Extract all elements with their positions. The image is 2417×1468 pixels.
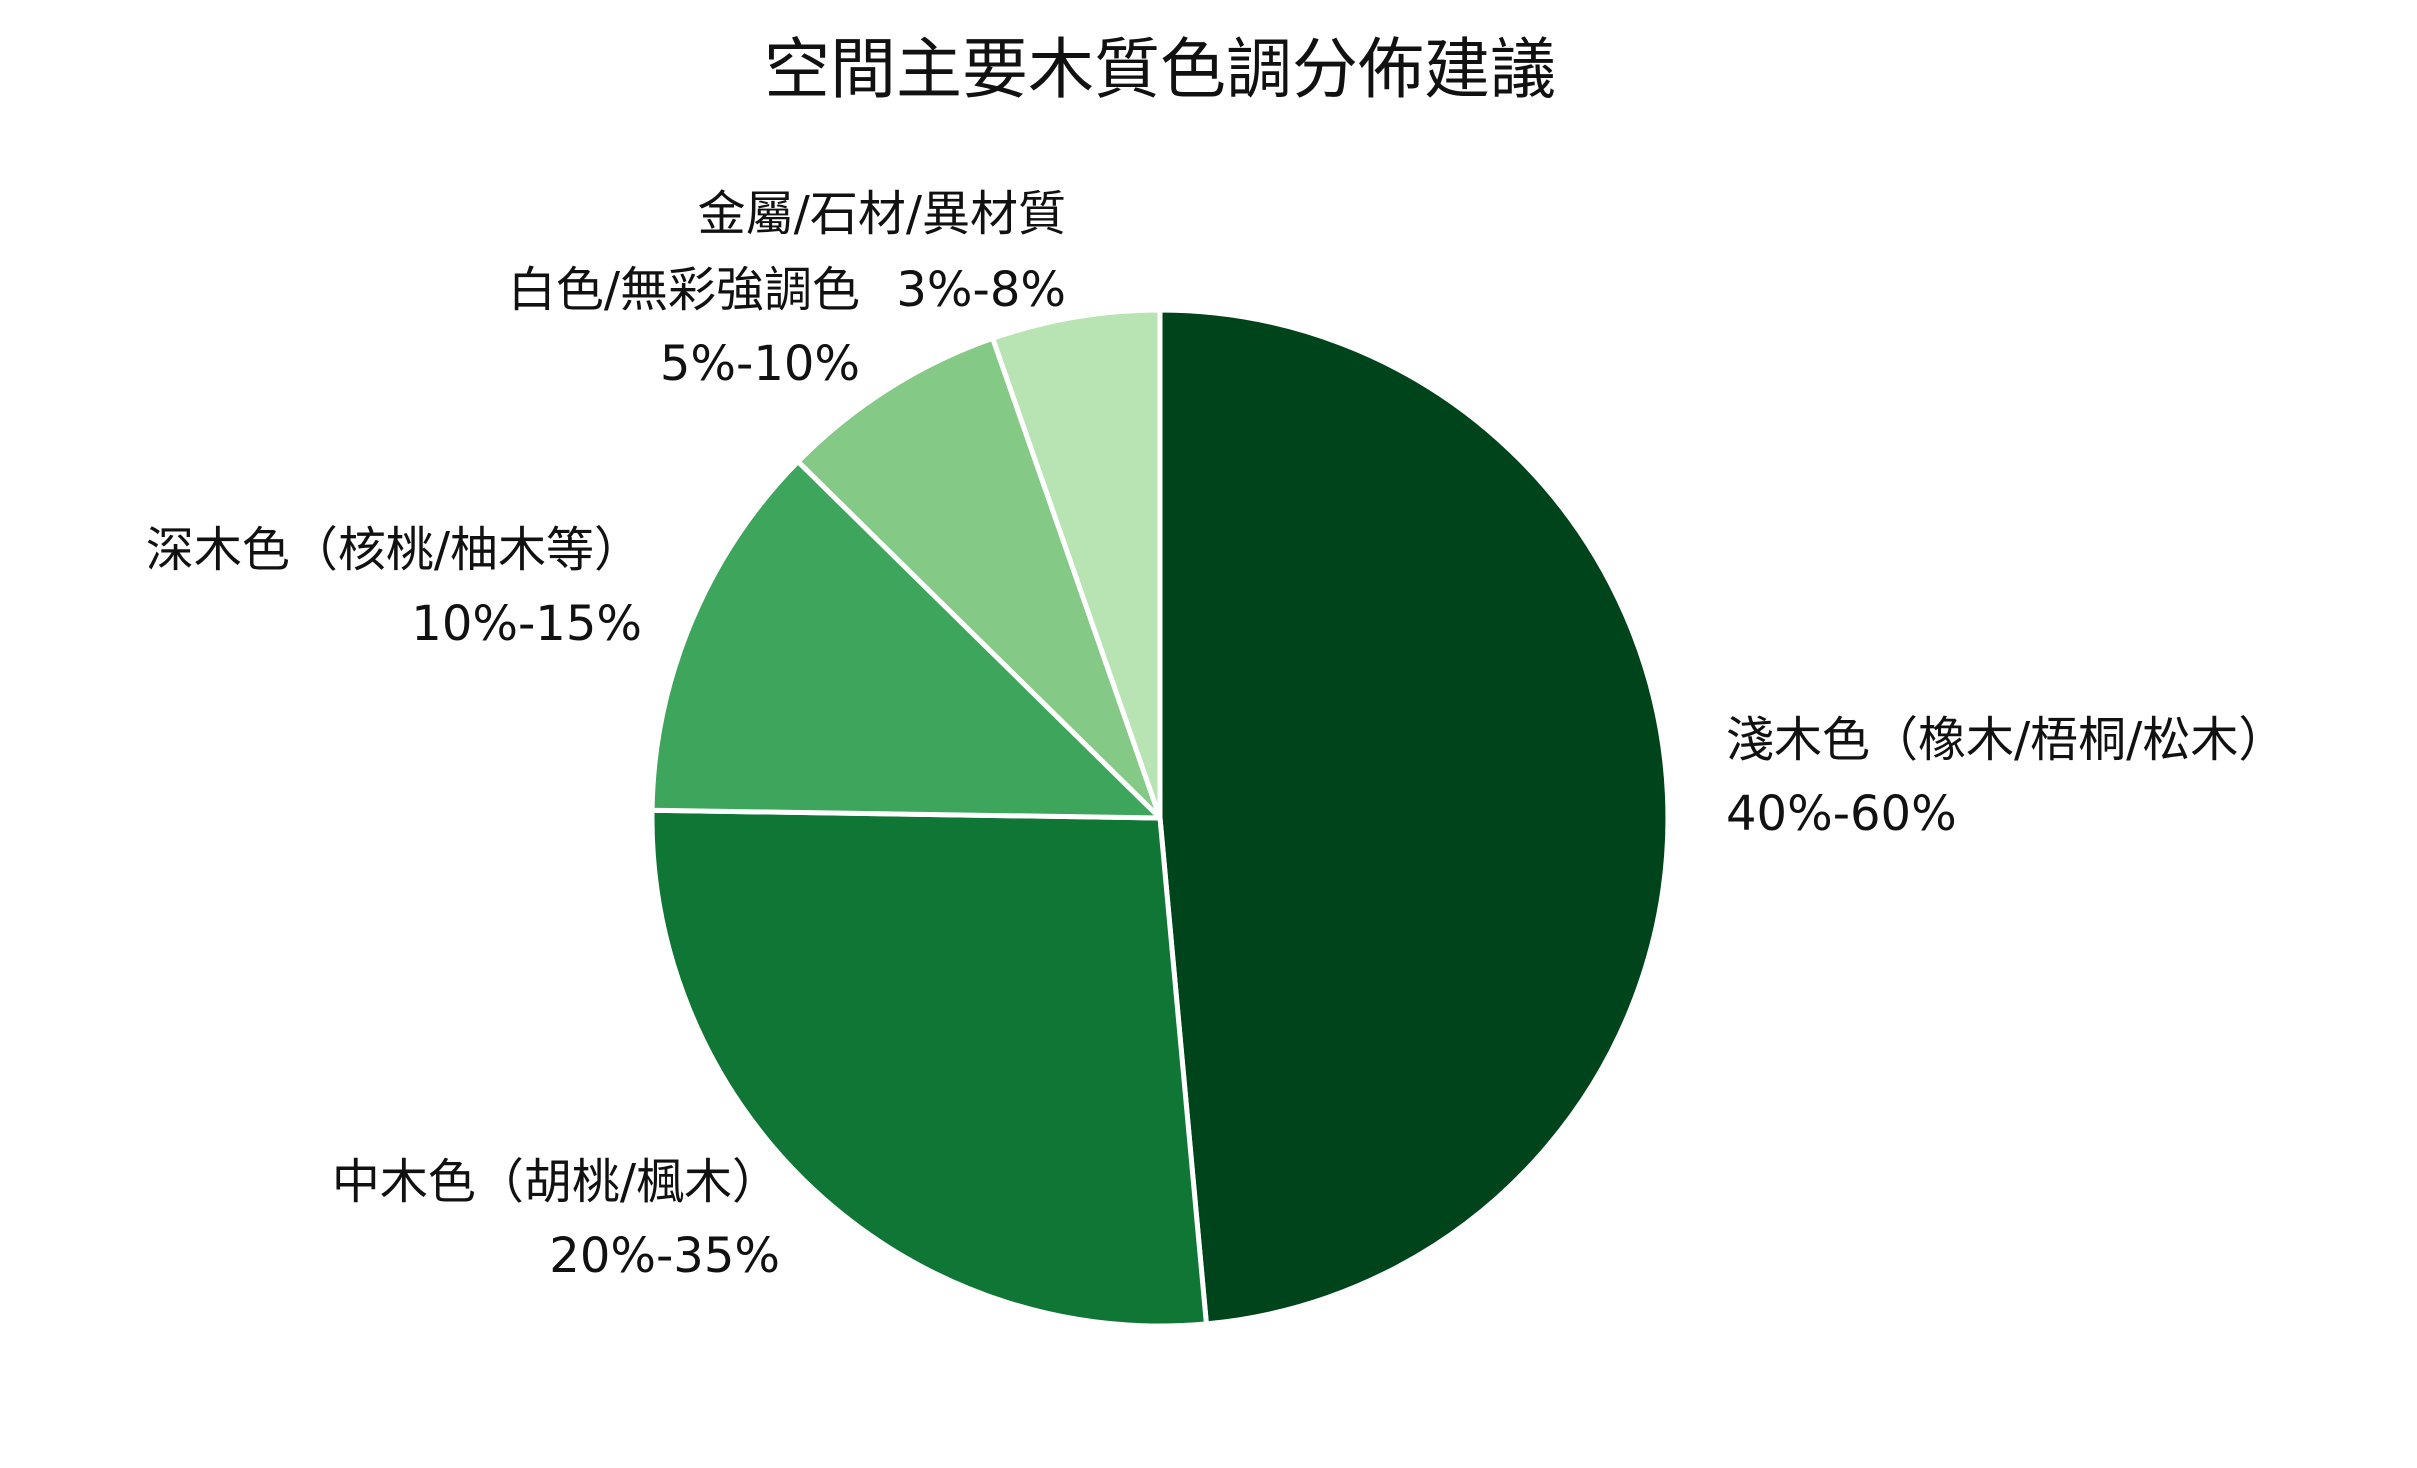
slice-range-4: 5%-10% xyxy=(660,336,860,392)
slice-range-5: 3%-8% xyxy=(896,262,1066,318)
pie-slice-1 xyxy=(1157,307,1671,1327)
slice-range-3: 10%-15% xyxy=(411,596,642,652)
pie-slices xyxy=(649,307,1671,1329)
pie-slice-5 xyxy=(990,307,1163,821)
slice-range-1: 40%-60% xyxy=(1726,786,1957,842)
slice-label-5: 金屬/石材/異材質 xyxy=(698,186,1066,242)
chart-title: 空間主要木質色調分佈建議 xyxy=(764,31,1556,108)
slice-label-4: 白色/無彩強調色 xyxy=(508,262,860,318)
slice-label-3: 深木色（核桃/柚木等） xyxy=(146,522,642,578)
slice-label-1: 淺木色（橡木/梧桐/松木） xyxy=(1726,712,2286,768)
pie-slice-3 xyxy=(649,459,1163,821)
pie-slice-4 xyxy=(795,335,1163,821)
slice-label-2: 中木色（胡桃/楓木） xyxy=(332,1154,780,1210)
slice-labels: 淺木色（橡木/梧桐/松木） 40%-60% 中木色（胡桃/楓木） 20%-35% 深木色… xyxy=(146,186,2287,1284)
pie-slice-2 xyxy=(649,807,1209,1329)
slice-range-2: 20%-35% xyxy=(549,1228,780,1284)
